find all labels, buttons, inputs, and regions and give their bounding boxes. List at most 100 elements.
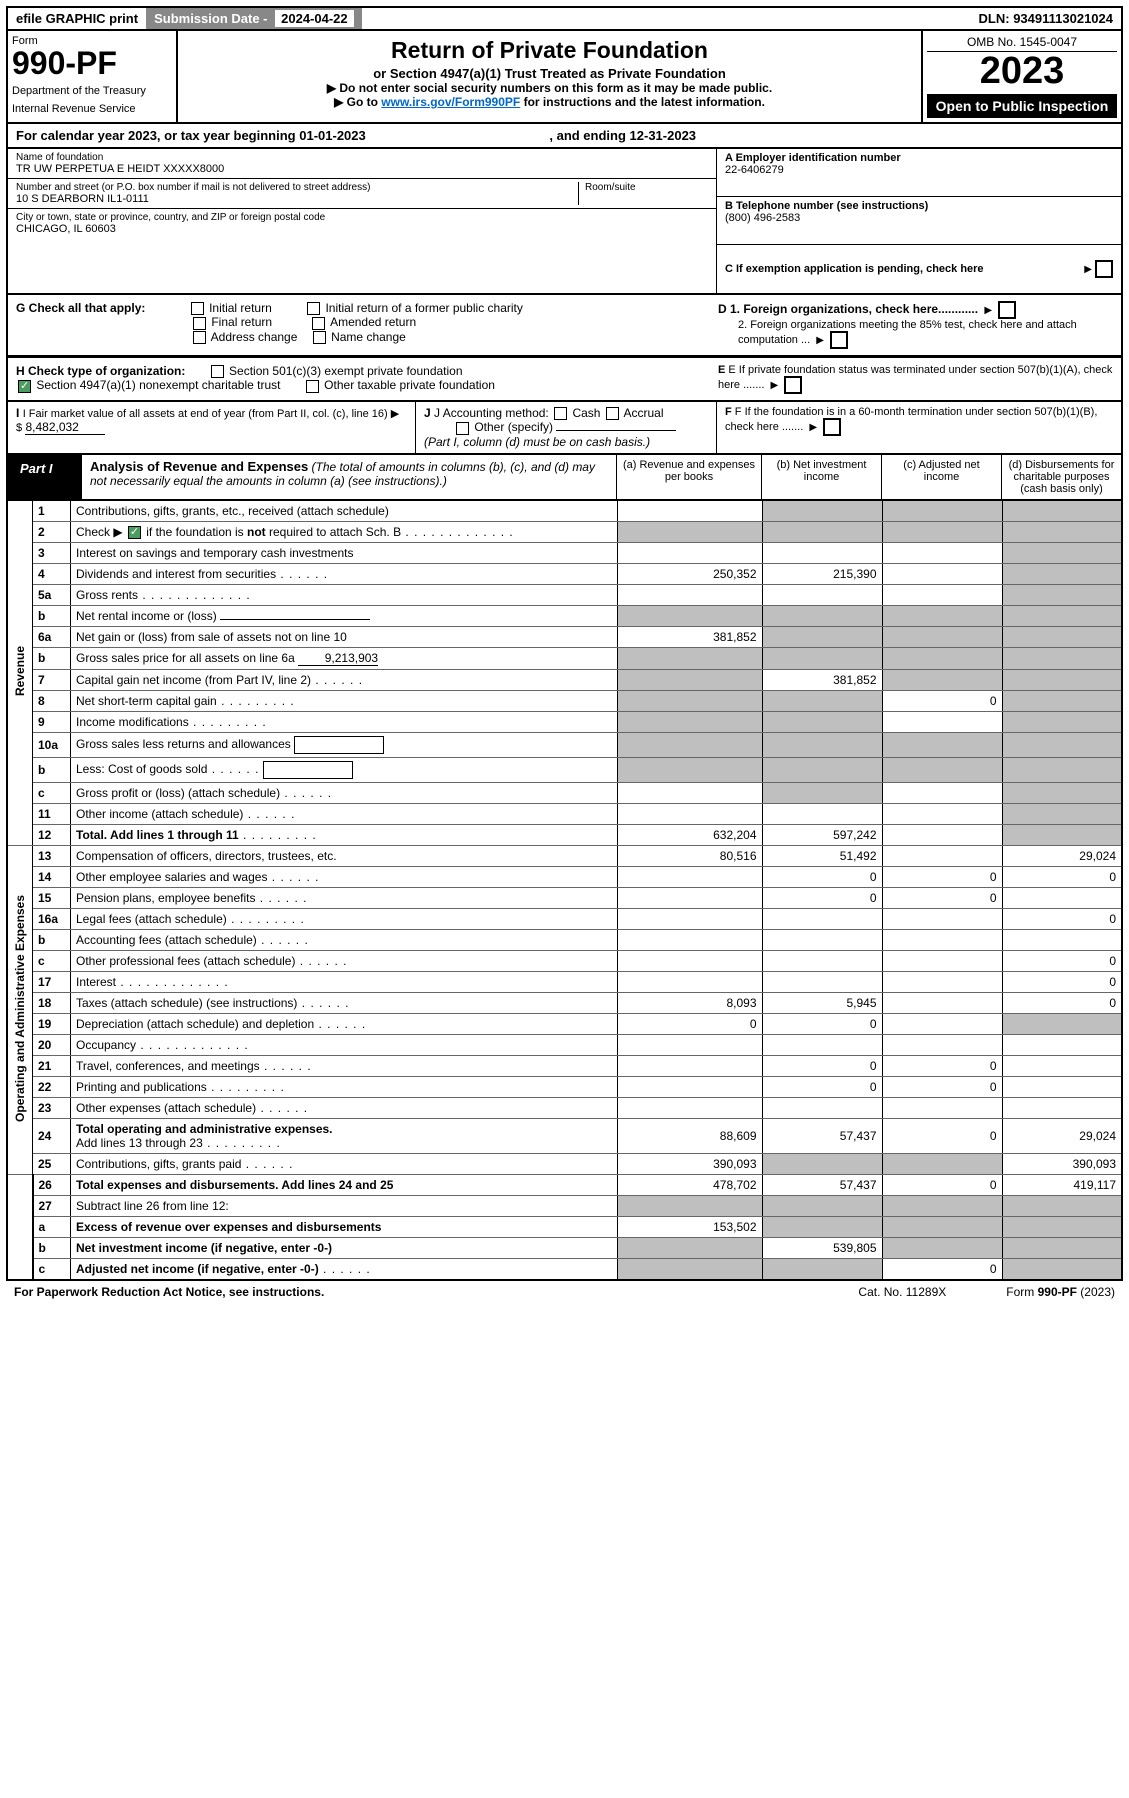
g-initial-return-checkbox[interactable] — [191, 302, 204, 315]
j-accrual-checkbox[interactable] — [606, 407, 619, 420]
f-checkbox[interactable] — [823, 418, 841, 436]
r17-col-d: 0 — [1002, 971, 1122, 992]
r18-col-b: 5,945 — [762, 992, 882, 1013]
row-27a-desc: Excess of revenue over expenses and disb… — [71, 1216, 618, 1237]
c-cell: C If exemption application is pending, c… — [717, 245, 1121, 293]
row-14-desc: Other employee salaries and wages — [71, 866, 618, 887]
r27a-col-a: 153,502 — [617, 1216, 762, 1237]
row-16b-desc: Accounting fees (attach schedule) — [71, 929, 618, 950]
r27c-col-c: 0 — [882, 1258, 1002, 1280]
g2-label: Initial return of a former public charit… — [325, 301, 522, 315]
row-10b-desc: Less: Cost of goods sold — [71, 757, 618, 782]
entity-right: A Employer identification number 22-6406… — [716, 149, 1121, 293]
row-1-desc: Contributions, gifts, grants, etc., rece… — [71, 501, 618, 522]
h-4947a1-checkbox[interactable] — [18, 380, 31, 393]
r26-col-b: 57,437 — [762, 1174, 882, 1195]
h-other-taxable-checkbox[interactable] — [306, 380, 319, 393]
ij-row: I I Fair market value of all assets at e… — [6, 402, 1123, 455]
row-18-desc: Taxes (attach schedule) (see instruction… — [71, 992, 618, 1013]
room-label: Room/suite — [585, 182, 708, 193]
form-subtitle: or Section 4947(a)(1) Trust Treated as P… — [182, 66, 917, 81]
r27b-col-b: 539,805 — [762, 1237, 882, 1258]
addr-cell: Number and street (or P.O. box number if… — [8, 179, 716, 209]
r7-col-b: 381,852 — [762, 669, 882, 690]
d2-label: 2. Foreign organizations meeting the 85%… — [738, 319, 1077, 346]
cal-begin: 01-01-2023 — [299, 128, 366, 143]
foundation-name: TR UW PERPETUA E HEIDT XXXXX8000 — [16, 163, 708, 175]
form-title: Return of Private Foundation — [182, 37, 917, 64]
r8-col-c: 0 — [882, 690, 1002, 711]
r15-col-b: 0 — [762, 887, 882, 908]
r19-col-b: 0 — [762, 1013, 882, 1034]
g3-label: Final return — [211, 315, 272, 329]
ein-value: 22-6406279 — [725, 164, 1113, 176]
row-23-desc: Other expenses (attach schedule) — [71, 1097, 618, 1118]
submission-date-block: Submission Date - 2024-04-22 — [146, 8, 362, 29]
row-15-desc: Pension plans, employee benefits — [71, 887, 618, 908]
g-label: G Check all that apply: — [16, 301, 145, 315]
header-row: Form 990-PF Department of the Treasury I… — [6, 31, 1123, 124]
g4-label: Amended return — [330, 315, 416, 329]
h1-label: Section 501(c)(3) exempt private foundat… — [229, 364, 462, 378]
c-checkbox[interactable] — [1095, 260, 1113, 278]
instr-link[interactable]: www.irs.gov/Form990PF — [381, 95, 520, 109]
r4-col-a: 250,352 — [617, 563, 762, 584]
row-16c-desc: Other professional fees (attach schedule… — [71, 950, 618, 971]
ein-label: A Employer identification number — [725, 152, 1113, 164]
e-checkbox[interactable] — [784, 376, 802, 394]
phone-cell: B Telephone number (see instructions) (8… — [717, 197, 1121, 245]
r21-col-c: 0 — [882, 1055, 1002, 1076]
g-final-return-checkbox[interactable] — [193, 317, 206, 330]
r24-col-c: 0 — [882, 1118, 1002, 1153]
dept-irs: Internal Revenue Service — [12, 103, 172, 115]
row-5b-desc: Net rental income or (loss) — [71, 605, 618, 626]
check-section-h: H Check type of organization: Section 50… — [6, 357, 1123, 402]
h-501c3-checkbox[interactable] — [211, 365, 224, 378]
j3-label: Other (specify) — [474, 420, 553, 434]
arrow-icon — [813, 334, 827, 346]
city-label: City or town, state or province, country… — [16, 212, 708, 223]
sch-b-checkbox[interactable] — [128, 526, 141, 539]
r22-col-c: 0 — [882, 1076, 1002, 1097]
r12-col-b: 597,242 — [762, 824, 882, 845]
r6a-col-a: 381,852 — [617, 626, 762, 647]
row-2-desc: Check ▶ if the foundation is not require… — [71, 521, 618, 542]
row-20-desc: Occupancy — [71, 1034, 618, 1055]
street-address: 10 S DEARBORN IL1-0111 — [16, 193, 578, 205]
arrow-icon — [806, 421, 820, 433]
row-3-desc: Interest on savings and temporary cash i… — [71, 542, 618, 563]
row-9-desc: Income modifications — [71, 711, 618, 732]
r12-col-a: 632,204 — [617, 824, 762, 845]
g-name-change-checkbox[interactable] — [313, 331, 326, 344]
entity-info-grid: Name of foundation TR UW PERPETUA E HEID… — [6, 149, 1123, 295]
submission-date: 2024-04-22 — [275, 10, 354, 27]
r21-col-b: 0 — [762, 1055, 882, 1076]
ein-cell: A Employer identification number 22-6406… — [717, 149, 1121, 197]
h2-label: Section 4947(a)(1) nonexempt charitable … — [36, 378, 280, 392]
row-5a-desc: Gross rents — [71, 584, 618, 605]
header-right: OMB No. 1545-0047 2023 Open to Public In… — [921, 31, 1121, 122]
dln: DLN: 93491113021024 — [971, 8, 1121, 29]
c-label: C If exemption application is pending, c… — [725, 263, 1081, 275]
calendar-year-row: For calendar year 2023, or tax year begi… — [6, 124, 1123, 149]
part-i-desc: Analysis of Revenue and Expenses (The to… — [82, 455, 616, 499]
d1-checkbox[interactable] — [998, 301, 1016, 319]
form-number: 990-PF — [12, 47, 172, 79]
g-amended-checkbox[interactable] — [312, 317, 325, 330]
form-year: 2023 — [927, 52, 1117, 90]
row-27-desc: Subtract line 26 from line 12: — [71, 1195, 618, 1216]
city-cell: City or town, state or province, country… — [8, 209, 716, 238]
instr2-suffix: for instructions and the latest informat… — [520, 95, 765, 109]
j-cash-checkbox[interactable] — [554, 407, 567, 420]
d2-checkbox[interactable] — [830, 331, 848, 349]
g-address-change-checkbox[interactable] — [193, 331, 206, 344]
row-16a-desc: Legal fees (attach schedule) — [71, 908, 618, 929]
j-other-checkbox[interactable] — [456, 422, 469, 435]
cal-end: 12-31-2023 — [630, 128, 697, 143]
g-initial-former-checkbox[interactable] — [307, 302, 320, 315]
j-label: J Accounting method: — [434, 406, 549, 420]
g5-label: Address change — [211, 330, 298, 344]
header-left: Form 990-PF Department of the Treasury I… — [8, 31, 178, 122]
city-state-zip: CHICAGO, IL 60603 — [16, 223, 708, 235]
col-a-head: (a) Revenue and expenses per books — [616, 455, 761, 499]
